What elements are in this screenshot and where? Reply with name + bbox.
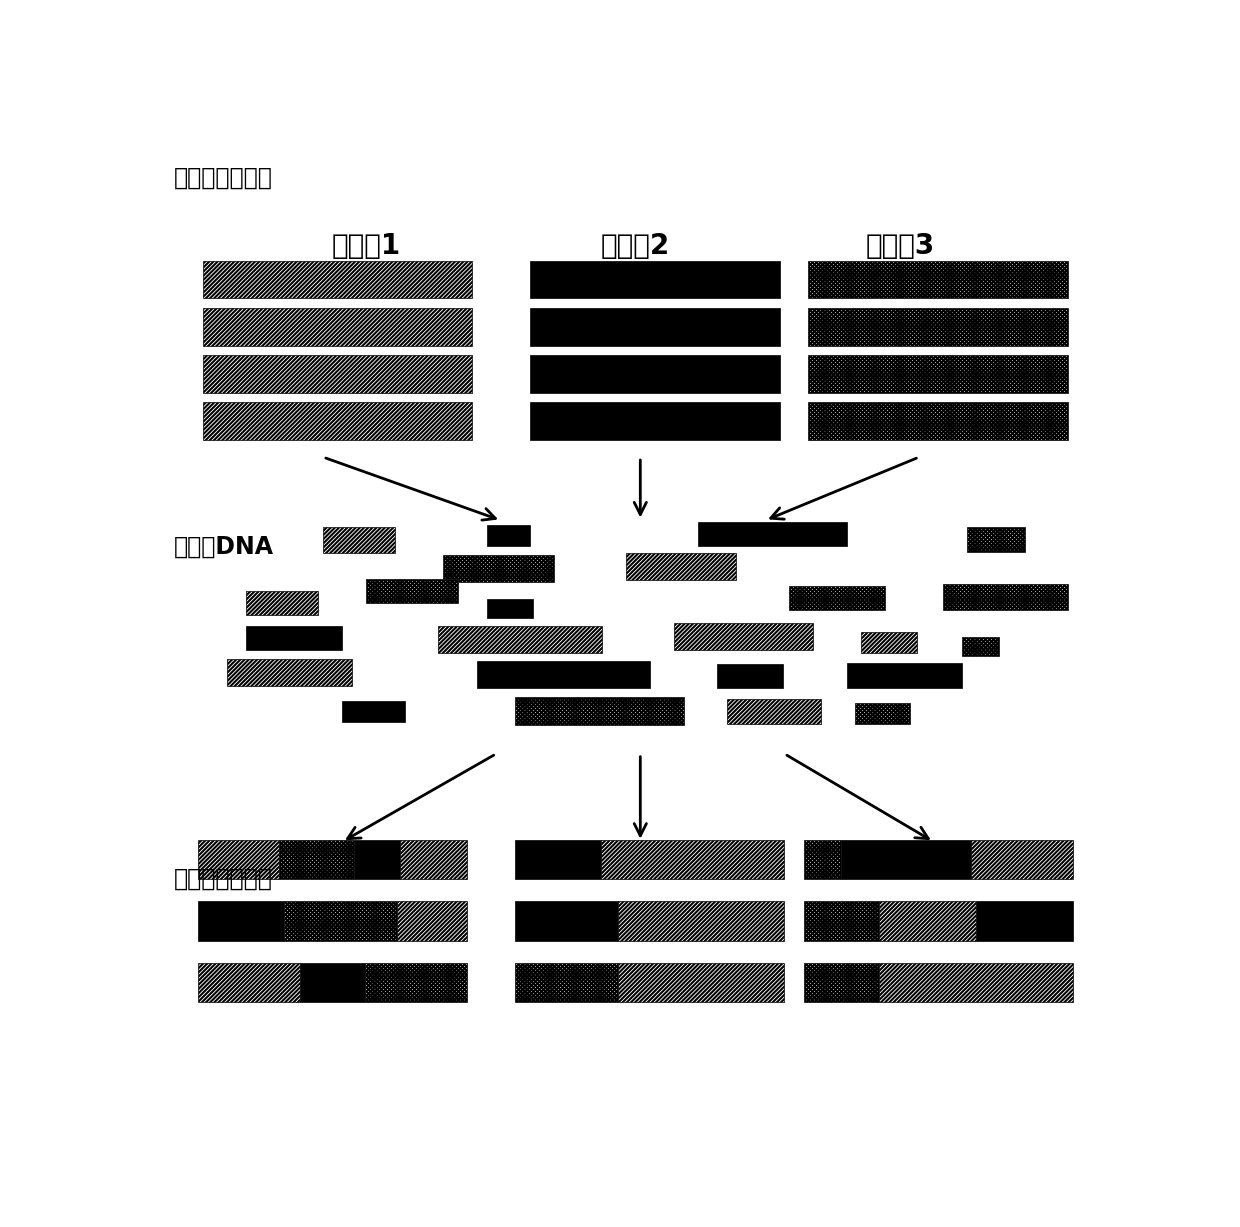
Bar (529, 260, 780, 298)
Bar (444, 556, 554, 582)
Bar (247, 591, 319, 615)
Bar (279, 839, 355, 880)
Bar (203, 355, 472, 393)
Bar (486, 525, 529, 546)
Bar (324, 528, 396, 553)
Bar (247, 626, 342, 650)
Bar (355, 839, 401, 880)
Bar (486, 599, 533, 617)
Bar (401, 839, 467, 880)
Bar (804, 963, 879, 1002)
Bar (862, 632, 918, 653)
Bar (529, 308, 780, 346)
Bar (717, 664, 782, 687)
Text: 嵌段基因变异体: 嵌段基因变异体 (174, 867, 273, 891)
Bar (601, 839, 785, 880)
Bar (675, 623, 813, 650)
Bar (516, 901, 618, 941)
Bar (804, 901, 879, 941)
Bar (789, 585, 885, 610)
Bar (847, 663, 962, 687)
Bar (284, 901, 397, 941)
Bar (516, 839, 601, 880)
Bar (516, 697, 683, 725)
Bar (698, 523, 847, 546)
Text: 变异体2: 变异体2 (601, 232, 670, 260)
Bar (203, 402, 472, 440)
Bar (808, 308, 1068, 346)
Bar (397, 901, 467, 941)
Bar (808, 260, 1068, 298)
Text: 现有基因变异体: 现有基因变异体 (174, 166, 273, 190)
Bar (967, 528, 1024, 552)
Bar (198, 839, 279, 880)
Bar (198, 963, 300, 1002)
Bar (962, 637, 998, 655)
Bar (808, 355, 1068, 393)
Bar (879, 901, 976, 941)
Text: 变异体3: 变异体3 (866, 232, 935, 260)
Bar (367, 579, 458, 602)
Bar (439, 626, 601, 653)
Bar (203, 308, 472, 346)
Bar (626, 553, 737, 580)
Bar (529, 355, 780, 393)
Bar (618, 963, 785, 1002)
Bar (879, 963, 1073, 1002)
Bar (976, 901, 1073, 941)
Bar (365, 963, 467, 1002)
Bar (477, 661, 650, 687)
Bar (300, 963, 365, 1002)
Bar (227, 659, 352, 686)
Bar (842, 839, 971, 880)
Bar (618, 901, 785, 941)
Text: 片断化DNA: 片断化DNA (174, 535, 274, 558)
Bar (203, 260, 472, 298)
Bar (529, 402, 780, 440)
Bar (971, 839, 1073, 880)
Text: 变异体1: 变异体1 (332, 232, 401, 260)
Bar (516, 963, 618, 1002)
Bar (342, 701, 404, 721)
Bar (727, 699, 821, 724)
Bar (198, 901, 284, 941)
Bar (804, 839, 842, 880)
Bar (808, 402, 1068, 440)
Bar (942, 584, 1068, 610)
Bar (854, 703, 910, 724)
